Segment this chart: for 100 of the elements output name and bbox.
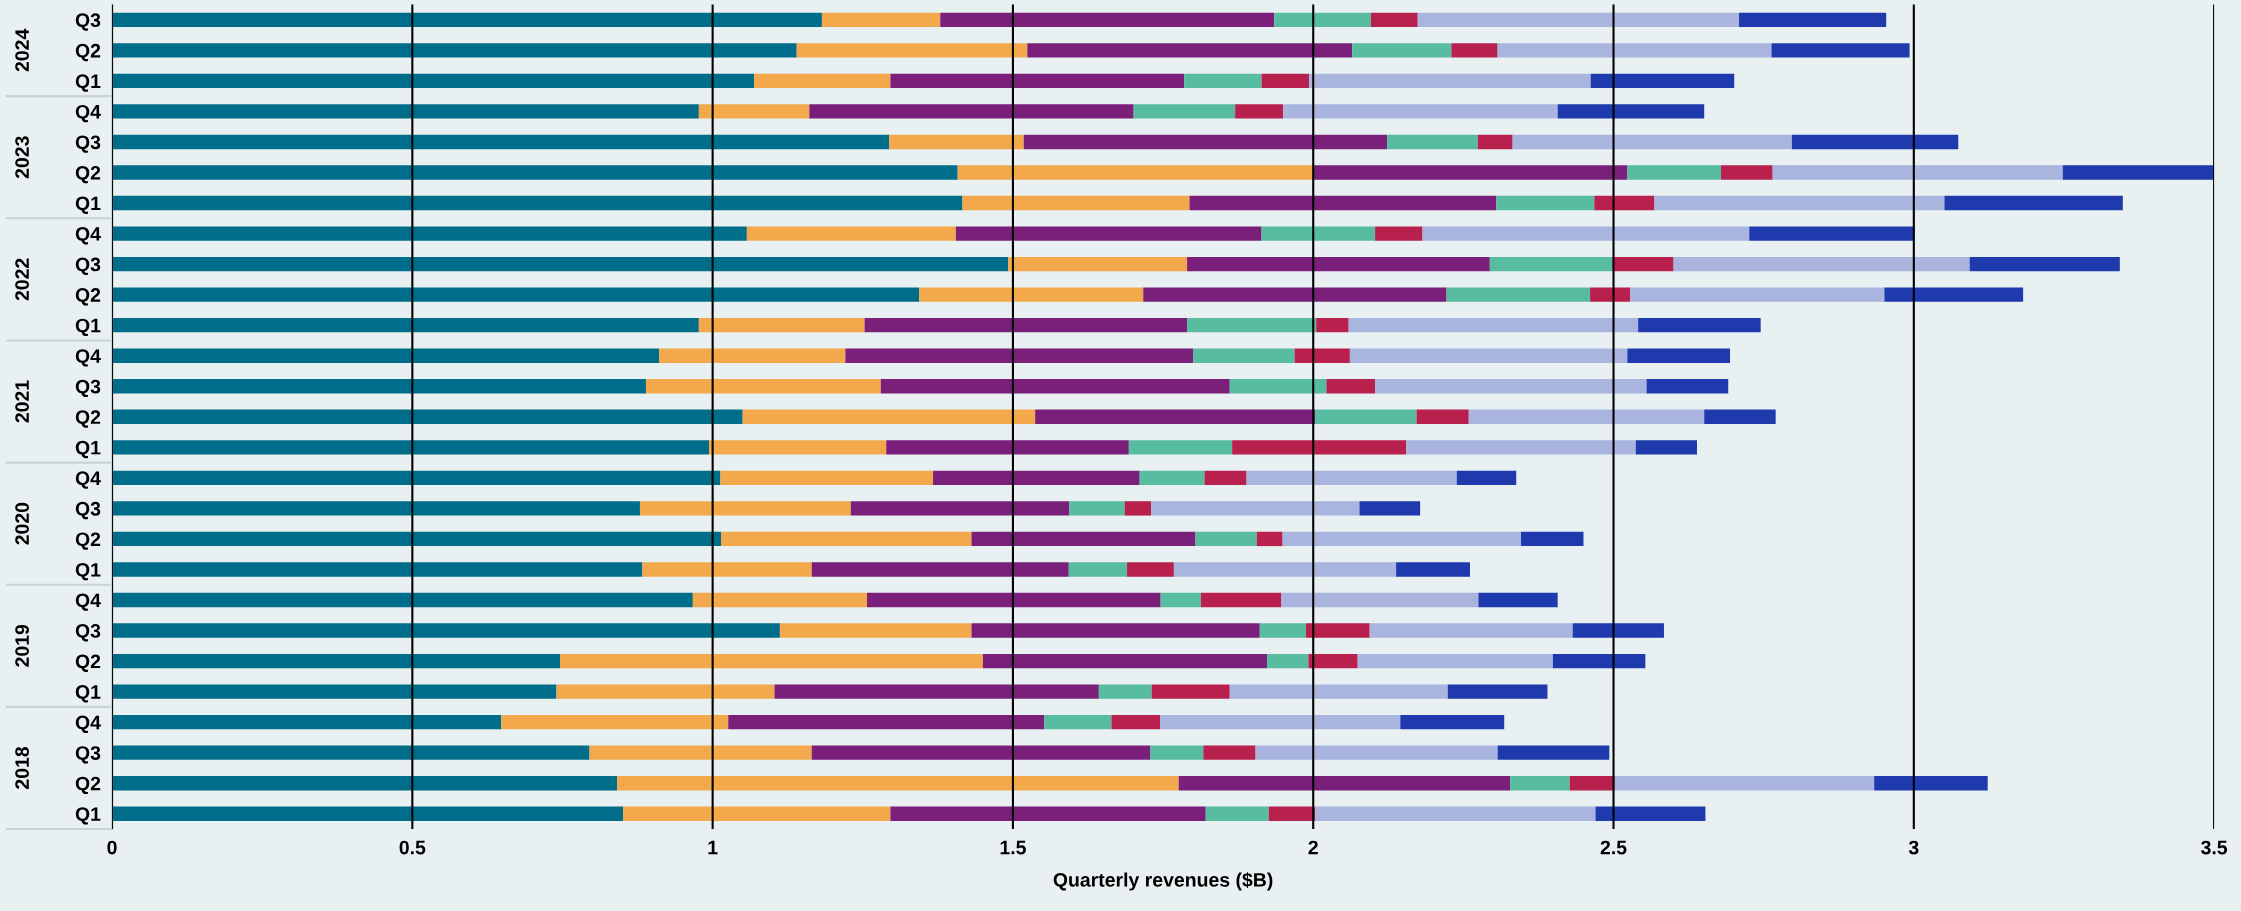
bar	[1315, 806, 1596, 821]
bar	[1704, 409, 1776, 424]
bar	[1139, 470, 1205, 486]
x-tick-label: 1	[708, 840, 718, 855]
bar	[589, 745, 812, 760]
bar	[1068, 562, 1128, 577]
bar	[933, 470, 1140, 486]
bar	[1771, 43, 1910, 58]
bar	[1124, 501, 1152, 516]
bar	[1200, 592, 1282, 608]
bar	[642, 562, 812, 577]
bar	[1594, 195, 1655, 211]
x-tick-label: 1.5	[1000, 840, 1026, 855]
bar	[728, 714, 1045, 730]
bar	[639, 501, 851, 516]
text: 2021	[15, 380, 29, 423]
bar	[112, 409, 743, 424]
bar	[1614, 776, 1875, 791]
bar	[1510, 776, 1570, 791]
bar	[1204, 470, 1247, 486]
bar	[709, 440, 887, 455]
bar	[982, 653, 1267, 669]
bar	[1590, 73, 1735, 89]
bar	[1396, 562, 1470, 577]
x-tick-label: 2.5	[1600, 840, 1627, 855]
bar	[1446, 287, 1591, 302]
bar	[850, 501, 1070, 516]
bar	[1456, 470, 1517, 486]
x-tick-label: 3.5	[2201, 840, 2228, 855]
bar	[1229, 379, 1327, 394]
bar	[1235, 104, 1284, 119]
bar	[1627, 165, 1722, 180]
bar	[1749, 226, 1915, 241]
bar	[955, 226, 1262, 241]
bar	[845, 348, 1194, 363]
bar	[809, 104, 1134, 119]
bar	[1008, 256, 1188, 272]
bar	[112, 195, 963, 211]
bar	[1969, 256, 2120, 272]
bar	[659, 348, 846, 363]
y-tick-label: Q3	[75, 501, 101, 520]
bar	[1274, 12, 1371, 27]
bar	[940, 12, 1275, 27]
bar	[1447, 684, 1548, 699]
bar	[112, 43, 797, 58]
bar	[1035, 409, 1316, 424]
bar	[1416, 409, 1469, 424]
y-tick-label: Q3	[75, 379, 101, 398]
bar	[889, 134, 1024, 150]
bar	[1417, 12, 1740, 27]
y-tick-label: Q1	[75, 807, 101, 825]
bar	[721, 531, 972, 547]
bar	[617, 776, 1179, 791]
bar	[720, 470, 934, 486]
bar	[1294, 348, 1350, 363]
bar	[112, 104, 699, 119]
y-tick-label: Q4	[75, 471, 101, 489]
bar	[1184, 73, 1262, 89]
bar	[1557, 104, 1705, 119]
bar	[746, 226, 956, 241]
bar	[1308, 653, 1358, 669]
bar	[754, 73, 891, 89]
bar	[692, 592, 867, 608]
bar	[1195, 531, 1257, 547]
text: 2024	[15, 28, 29, 72]
bar	[1406, 440, 1636, 455]
bar	[1721, 165, 1773, 180]
bar	[560, 653, 983, 669]
bar	[1739, 12, 1887, 27]
bar	[890, 73, 1185, 89]
bar	[1173, 562, 1397, 577]
bar	[1315, 409, 1417, 424]
y-tick-label: Q3	[75, 257, 101, 275]
bar	[1874, 776, 1988, 791]
bar	[1023, 134, 1388, 150]
bar	[886, 440, 1129, 455]
y-tick-label: Q1	[75, 562, 101, 581]
bar	[1359, 501, 1421, 516]
bar	[623, 806, 891, 821]
bar	[112, 165, 958, 180]
bar	[1160, 592, 1201, 608]
y-tick-label: Q2	[75, 776, 101, 795]
bar	[1422, 226, 1750, 241]
bar	[1203, 745, 1256, 760]
y-tick-label: Q2	[75, 654, 101, 672]
bar	[112, 348, 660, 363]
bar	[1387, 134, 1478, 150]
bar	[1313, 165, 1628, 180]
bar	[112, 287, 920, 302]
bar	[1884, 287, 2024, 302]
bar	[1357, 653, 1553, 669]
bar	[1646, 379, 1729, 394]
bar	[1098, 684, 1152, 699]
y-tick-label: Q4	[75, 593, 101, 611]
bar	[1281, 592, 1479, 608]
y-tick-label: Q1	[75, 318, 101, 337]
bar	[112, 470, 721, 486]
bar	[1232, 440, 1407, 455]
x-tick-label: 0	[107, 840, 117, 855]
y-tick-label: Q4	[75, 104, 101, 123]
